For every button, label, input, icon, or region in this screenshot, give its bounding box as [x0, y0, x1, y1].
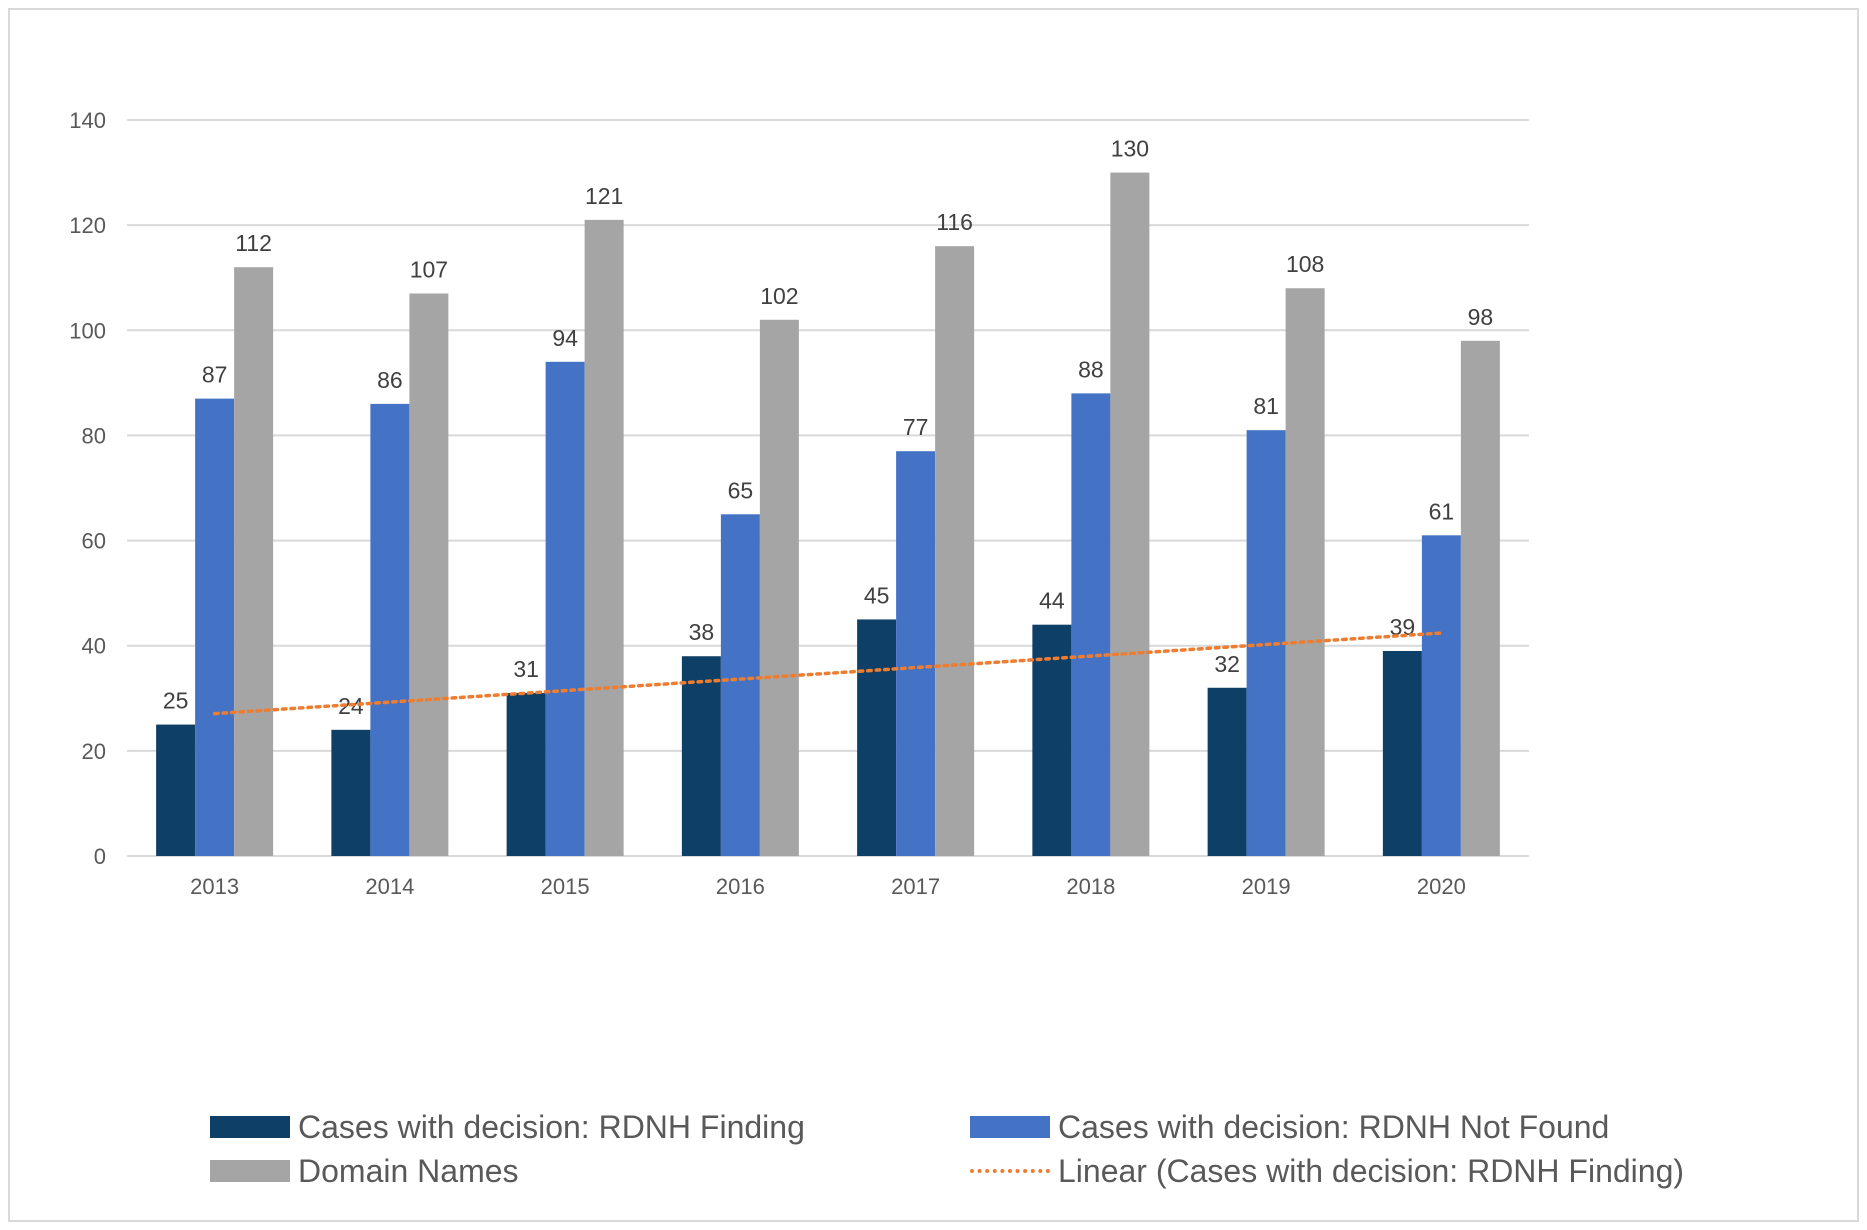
- data-label: 94: [552, 325, 578, 351]
- data-label: 32: [1214, 651, 1240, 677]
- legend-item-domain-names: Domain Names: [210, 1150, 519, 1192]
- x-tick-label: 2013: [190, 874, 239, 899]
- legend-label-rdnh-not-found: Cases with decision: RDNH Not Found: [1058, 1108, 1610, 1145]
- data-label: 88: [1078, 356, 1104, 382]
- legend-swatch-linear-trend: [970, 1169, 1050, 1173]
- bar: [1460, 340, 1500, 856]
- bar: [331, 729, 371, 856]
- bar: [506, 693, 546, 856]
- y-tick-label: 40: [82, 634, 106, 659]
- bar: [1285, 288, 1325, 856]
- y-tick-label: 60: [82, 529, 106, 554]
- data-label: 102: [760, 283, 798, 309]
- data-label: 87: [202, 362, 228, 388]
- legend-swatch-rdnh-not-found: [970, 1116, 1050, 1138]
- data-label: 107: [410, 256, 448, 282]
- bar: [857, 619, 897, 856]
- data-label: 116: [936, 209, 973, 235]
- data-label: 25: [163, 688, 189, 714]
- bar: [759, 319, 799, 856]
- data-label: 45: [864, 582, 890, 608]
- y-tick-label: 140: [69, 108, 106, 133]
- y-tick-label: 80: [82, 423, 106, 448]
- trendline-line: [212, 631, 1444, 716]
- data-labels: 2587112248610731941213865102457711644881…: [163, 136, 1493, 719]
- data-label: 65: [728, 477, 754, 503]
- trendline: [212, 631, 1444, 716]
- legend-item-linear-trend: Linear (Cases with decision: RDNH Findin…: [970, 1150, 1684, 1192]
- data-label: 31: [513, 656, 539, 682]
- data-label: 86: [377, 367, 403, 393]
- bar: [1071, 393, 1111, 856]
- data-label: 121: [585, 183, 623, 209]
- legend-swatch-domain-names: [210, 1160, 290, 1182]
- legend-label-domain-names: Domain Names: [298, 1152, 519, 1189]
- bar: [156, 724, 196, 856]
- y-tick-label: 20: [82, 739, 106, 764]
- data-label: 130: [1111, 136, 1149, 162]
- data-label: 108: [1286, 251, 1324, 277]
- x-tick-label: 2018: [1066, 874, 1115, 899]
- bar: [1207, 687, 1247, 856]
- bars: [156, 172, 1500, 857]
- legend-swatch-rdnh-finding: [210, 1116, 290, 1138]
- bar: [545, 361, 585, 856]
- x-axis-ticks: 2013 2014 2015 2016 2017 2018 2019 2020: [190, 874, 1466, 899]
- data-label: 98: [1468, 304, 1494, 330]
- x-tick-label: 2016: [716, 874, 765, 899]
- bar: [409, 293, 449, 856]
- bar: [720, 514, 760, 856]
- data-label: 81: [1253, 393, 1279, 419]
- bar: [195, 398, 235, 856]
- y-tick-label: 0: [94, 844, 106, 869]
- legend-item-rdnh-not-found: Cases with decision: RDNH Not Found: [970, 1106, 1609, 1148]
- bar: [584, 219, 624, 856]
- legend-label-linear-trend: Linear (Cases with decision: RDNH Findin…: [1058, 1152, 1685, 1189]
- y-tick-label: 100: [69, 318, 106, 343]
- bar: [1421, 535, 1461, 856]
- x-tick-label: 2015: [541, 874, 590, 899]
- x-tick-label: 2020: [1417, 874, 1466, 899]
- bar: [681, 656, 721, 856]
- legend-label-rdnh-finding: Cases with decision: RDNH Finding: [298, 1108, 805, 1145]
- data-label: 77: [903, 414, 929, 440]
- y-tick-label: 120: [69, 213, 106, 238]
- bar: [1032, 624, 1072, 856]
- bar: [1382, 650, 1422, 856]
- x-tick-label: 2014: [365, 874, 414, 899]
- data-label: 112: [235, 230, 272, 256]
- bar: [896, 451, 936, 856]
- bar: [234, 267, 274, 856]
- y-axis-ticks: 0 20 40 60 80 100 120 140: [69, 108, 106, 869]
- x-tick-label: 2019: [1242, 874, 1291, 899]
- data-label: 61: [1429, 498, 1455, 524]
- data-label: 44: [1039, 588, 1065, 614]
- legend-item-rdnh-finding: Cases with decision: RDNH Finding: [210, 1106, 805, 1148]
- x-tick-label: 2017: [891, 874, 940, 899]
- bar: [935, 246, 975, 856]
- legend: Cases with decision: RDNH Finding Cases …: [210, 1106, 1770, 1206]
- bar: [370, 403, 410, 856]
- bar: [1110, 172, 1150, 857]
- data-label: 38: [689, 619, 715, 645]
